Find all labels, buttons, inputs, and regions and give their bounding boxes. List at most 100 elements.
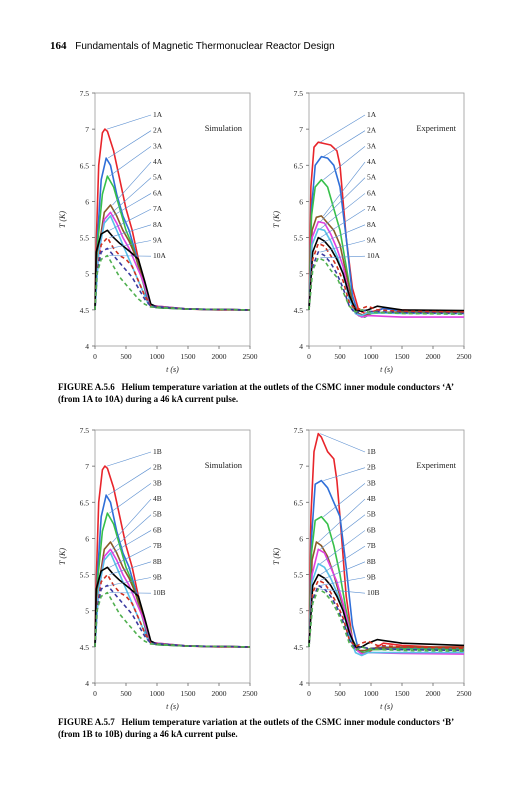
annotation-leader	[323, 483, 366, 517]
series-label: 6A	[153, 188, 163, 197]
annotation-leader	[323, 467, 366, 481]
series-label: 4A	[367, 157, 377, 166]
series-line-6A	[94, 215, 251, 311]
y-tick-label: 4.5	[80, 643, 90, 652]
x-axis-label: t (s)	[380, 365, 393, 374]
series-line-9A	[94, 247, 251, 311]
series-line-7B	[94, 566, 251, 648]
series-line-2B	[308, 479, 465, 654]
running-header: 164 Fundamentals of Magnetic Thermonucle…	[50, 40, 335, 52]
series-label: 5B	[153, 510, 162, 519]
y-tick-label: 5.5	[80, 571, 90, 580]
series-line-7A	[308, 236, 465, 313]
y-tick-label: 7.5	[80, 426, 90, 435]
page-number: 164	[50, 40, 67, 52]
series-label: 9A	[367, 235, 377, 244]
chart-svg: 4 4.5 5 5.5 6 6.5 7 7.5 0 500 1000 1500 2000 2500 t (s…	[58, 89, 258, 374]
series-label: 8B	[367, 557, 376, 566]
series-line-9A	[308, 251, 465, 315]
annotation-leader	[109, 208, 152, 231]
x-tick-label: 1000	[364, 689, 379, 698]
annotation-leader	[320, 177, 366, 222]
x-tick-label: 0	[307, 689, 311, 698]
annotation-leader	[112, 498, 152, 543]
y-tick-label: 7	[299, 462, 303, 471]
annotation-leader	[320, 577, 366, 586]
annotation-leader	[112, 530, 152, 554]
series-line-4A	[94, 204, 251, 311]
series-label: 4A	[153, 157, 163, 166]
y-tick-label: 5	[299, 270, 303, 279]
y-tick-label: 5	[299, 607, 303, 616]
series-line-3A	[308, 178, 465, 318]
annotation-leader	[106, 114, 152, 130]
x-tick-label: 1500	[181, 689, 196, 698]
annotation-leader	[107, 467, 152, 496]
series-label: 6B	[367, 525, 376, 534]
x-tick-label: 500	[120, 689, 132, 698]
y-tick-label: 6.5	[294, 498, 304, 507]
series-label: 1B	[153, 447, 162, 456]
series-label: 10B	[153, 588, 166, 597]
series-label: 1B	[367, 447, 376, 456]
y-tick-label: 5	[85, 607, 89, 616]
chart-svg: 4 4.5 5 5.5 6 6.5 7 7.5 0 500 1000 1500 2000 2500 t (s…	[58, 426, 258, 711]
x-tick-label: 2500	[457, 689, 472, 698]
y-tick-label: 4	[85, 679, 89, 688]
series-label: 7B	[367, 541, 376, 550]
series-label: 7B	[153, 541, 162, 550]
series-line-10A	[94, 254, 251, 311]
series-label: 8A	[367, 220, 377, 229]
series-line-4B	[308, 541, 465, 652]
plot-frame	[308, 92, 465, 347]
x-tick-label: 2500	[457, 352, 472, 361]
annotation-leader	[109, 255, 152, 257]
series-line-1B	[308, 432, 464, 655]
chart-simulation-b: 4 4.5 5 5.5 6 6.5 7 7.5 0 500 1000 1500 2000 2500 t (s…	[40, 422, 260, 712]
x-tick-label: 1000	[150, 352, 165, 361]
y-tick-label: 4.5	[294, 643, 304, 652]
x-tick-label: 1500	[395, 689, 410, 698]
y-tick-label: 6	[299, 197, 303, 206]
series-line-9B	[94, 584, 251, 648]
annotation-leader	[320, 224, 366, 244]
chart-svg: 4 4.5 5 5.5 6 6.5 7 7.5 0 500 1000 1500 2000 2500 t (s…	[272, 89, 472, 374]
series-line-8B	[308, 579, 465, 650]
y-tick-label: 6.5	[80, 161, 90, 170]
x-tick-label: 1500	[395, 352, 410, 361]
x-tick-label: 0	[93, 352, 97, 361]
series-label: 3A	[153, 141, 163, 150]
y-tick-label: 4	[85, 342, 89, 351]
annotation-leader	[320, 530, 366, 564]
series-label: 7A	[153, 204, 163, 213]
y-tick-label: 4	[299, 342, 303, 351]
x-tick-label: 2000	[212, 352, 227, 361]
annotation-leader	[107, 130, 152, 159]
series-label: 1A	[367, 110, 377, 119]
x-tick-label: 2000	[426, 689, 441, 698]
series-line-4B	[94, 541, 251, 648]
y-tick-label: 6	[85, 197, 89, 206]
series-label: 9A	[153, 235, 163, 244]
x-axis-label: t (s)	[380, 702, 393, 711]
series-label: 4B	[367, 494, 376, 503]
series-line-10B	[308, 588, 465, 652]
series-label: 3A	[367, 141, 377, 150]
y-axis-label: T (K)	[58, 548, 67, 565]
series-label: 5B	[367, 510, 376, 519]
x-tick-label: 1500	[181, 352, 196, 361]
annotation-leader	[318, 498, 366, 543]
annotation-leader	[109, 577, 152, 586]
y-axis-label: T (K)	[272, 548, 281, 565]
chart-experiment-a: 4 4.5 5 5.5 6 6.5 7 7.5 0 500 1000 1500 2000 2500 t (s…	[254, 85, 474, 375]
series-line-7B	[308, 573, 465, 648]
series-line-5B	[94, 548, 251, 648]
x-tick-label: 2500	[243, 352, 258, 361]
y-tick-label: 6	[85, 534, 89, 543]
annotation-leader	[112, 514, 152, 550]
annotation-leader	[320, 208, 366, 238]
x-tick-label: 500	[120, 352, 132, 361]
chart-simulation-a: 4 4.5 5 5.5 6 6.5 7 7.5 0 500 1000 1500 2000 2500 t (s…	[40, 85, 260, 375]
series-label: 5A	[153, 173, 163, 182]
annotation-leader	[106, 451, 152, 467]
